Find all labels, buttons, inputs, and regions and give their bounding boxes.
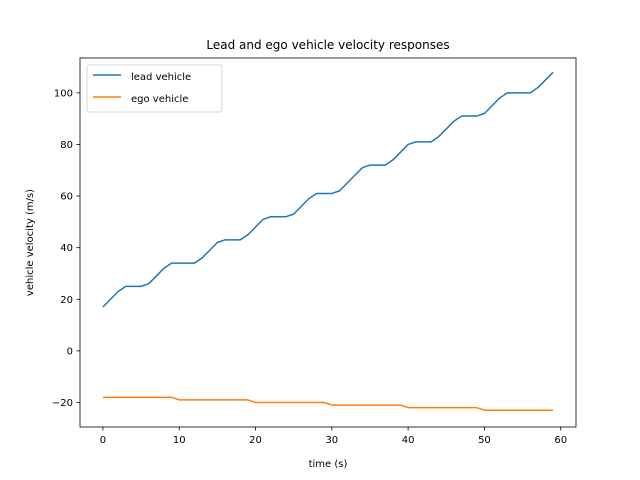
legend: lead vehicle ego vehicle xyxy=(86,64,223,113)
y-axis-title: vehicle velocity (m/s) xyxy=(25,189,36,296)
y-tick-label: 100 xyxy=(54,88,73,99)
legend-label-lead-vehicle: lead vehicle xyxy=(131,72,191,83)
y-tick-label: 20 xyxy=(60,295,73,306)
legend-box xyxy=(86,64,223,113)
x-tick-label: 10 xyxy=(173,435,186,446)
x-axis: 0 10 20 30 40 50 60 xyxy=(100,427,567,446)
x-tick-label: 30 xyxy=(325,435,338,446)
plot-frame xyxy=(79,57,577,428)
y-axis: −20 0 20 40 60 80 100 xyxy=(52,88,80,409)
y-tick-label: 80 xyxy=(60,140,73,151)
chart-title: Lead and ego vehicle velocity responses xyxy=(206,38,449,52)
legend-label-ego-vehicle: ego vehicle xyxy=(131,94,188,105)
y-tick-label: 0 xyxy=(67,346,73,357)
x-tick-label: 0 xyxy=(100,435,106,446)
x-tick-label: 20 xyxy=(249,435,262,446)
x-tick-label: 50 xyxy=(478,435,491,446)
series-line-lead-vehicle xyxy=(102,71,554,308)
series-layer xyxy=(102,71,554,411)
y-tick-label: −20 xyxy=(52,398,73,409)
y-tick-label: 40 xyxy=(60,243,73,254)
plot-area xyxy=(80,58,576,427)
series-line-ego-vehicle xyxy=(102,396,554,411)
x-tick-label: 40 xyxy=(402,435,415,446)
x-tick-label: 60 xyxy=(554,435,567,446)
x-axis-title: time (s) xyxy=(309,459,348,470)
y-tick-label: 60 xyxy=(60,192,73,203)
